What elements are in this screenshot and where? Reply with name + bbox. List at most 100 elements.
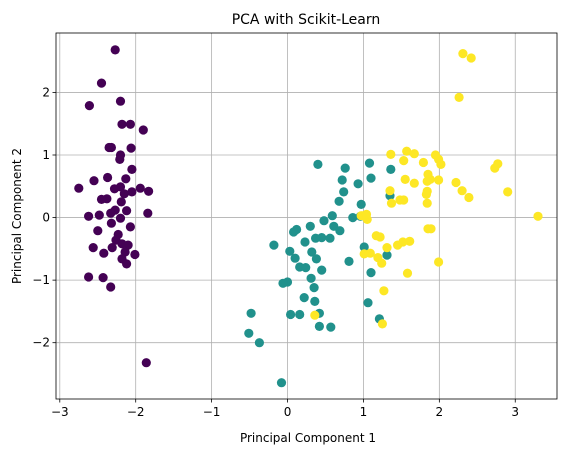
x-axis-ticks: −3 −2 −1 0 1 2 3 xyxy=(51,399,519,419)
scatter-point-cluster-2 xyxy=(310,310,320,320)
scatter-point-cluster-1 xyxy=(326,322,336,332)
scatter-point-cluster-0 xyxy=(115,96,126,106)
scatter-point-cluster-2 xyxy=(393,240,403,250)
scatter-point-cluster-0 xyxy=(125,119,135,129)
scatter-point-cluster-0 xyxy=(96,78,107,88)
scatter-point-cluster-2 xyxy=(451,177,461,188)
scatter-point-cluster-0 xyxy=(144,186,154,196)
scatter-point-cluster-1 xyxy=(299,293,309,303)
scatter-point-cluster-2 xyxy=(457,186,467,196)
scatter-point-cluster-2 xyxy=(377,258,387,268)
scatter-point-cluster-1 xyxy=(246,308,256,318)
scatter-point-cluster-0 xyxy=(116,197,126,207)
scatter-point-cluster-1 xyxy=(295,309,305,320)
x-tick-label: 1 xyxy=(360,405,368,419)
scatter-point-cluster-0 xyxy=(125,222,135,232)
scatter-point-cluster-1 xyxy=(278,278,288,288)
scatter-point-cluster-1 xyxy=(311,233,321,243)
scatter-point-cluster-1 xyxy=(335,226,345,236)
scatter-point-cluster-0 xyxy=(84,101,94,111)
scatter-point-cluster-0 xyxy=(104,142,114,153)
scatter-point-cluster-2 xyxy=(421,189,431,199)
scatter-point-cluster-0 xyxy=(122,206,132,216)
scatter-point-cluster-1 xyxy=(356,199,366,209)
scatter-point-cluster-1 xyxy=(317,265,327,275)
scatter-point-cluster-0 xyxy=(138,125,148,135)
scatter-point-cluster-1 xyxy=(340,163,350,173)
scatter-point-cluster-0 xyxy=(88,243,98,253)
scatter-point-cluster-0 xyxy=(94,210,104,220)
scatter-point-cluster-0 xyxy=(74,183,84,193)
scatter-point-cluster-0 xyxy=(141,358,151,368)
scatter-point-cluster-1 xyxy=(313,159,323,169)
scatter-point-cluster-2 xyxy=(434,257,444,267)
x-tick-label: 0 xyxy=(284,405,292,419)
scatter-point-cluster-0 xyxy=(135,183,145,193)
scatter-point-cluster-1 xyxy=(314,321,324,331)
scatter-point-cluster-2 xyxy=(402,268,413,278)
scatter-point-cluster-0 xyxy=(84,272,94,282)
scatter-point-cluster-1 xyxy=(306,273,316,283)
y-tick-label: −1 xyxy=(32,273,50,287)
scatter-point-cluster-0 xyxy=(120,247,130,257)
scatter-point-cluster-1 xyxy=(325,233,335,243)
scatter-point-cluster-2 xyxy=(361,209,372,219)
scatter-point-cluster-1 xyxy=(363,298,373,308)
scatter-point-cluster-0 xyxy=(84,211,94,221)
scatter-point-cluster-1 xyxy=(309,283,319,293)
scatter-point-cluster-2 xyxy=(375,232,385,242)
scatter-point-cluster-1 xyxy=(386,164,396,174)
scatter-point-cluster-2 xyxy=(434,175,444,185)
scatter-point-cluster-1 xyxy=(382,250,392,260)
scatter-point-cluster-1 xyxy=(311,254,321,264)
scatter-point-cluster-1 xyxy=(307,247,317,257)
scatter-point-cluster-2 xyxy=(386,149,396,159)
scatter-point-cluster-0 xyxy=(115,154,125,164)
scatter-point-cluster-1 xyxy=(359,242,369,252)
x-axis-label: Principal Component 1 xyxy=(240,431,376,445)
scatter-point-cluster-1 xyxy=(289,227,299,237)
scatter-point-cluster-0 xyxy=(127,187,137,197)
scatter-point-cluster-1 xyxy=(327,211,337,221)
scatter-point-cluster-0 xyxy=(123,240,133,250)
scatter-point-cluster-1 xyxy=(334,196,344,206)
scatter-point-cluster-0 xyxy=(121,174,131,184)
y-tick-label: −2 xyxy=(32,336,50,350)
plot-frame xyxy=(55,32,558,400)
scatter-point-cluster-2 xyxy=(533,211,543,221)
scatter-point-cluster-0 xyxy=(143,208,153,218)
x-tick-label: −1 xyxy=(203,405,221,419)
scatter-point-cluster-2 xyxy=(454,92,464,102)
x-tick-label: 3 xyxy=(511,405,519,419)
scatter-point-cluster-2 xyxy=(422,198,432,208)
scatter-point-cluster-2 xyxy=(377,319,387,329)
y-tick-label: 0 xyxy=(42,211,50,225)
scatter-point-cluster-2 xyxy=(379,286,389,296)
scatter-point-cluster-1 xyxy=(290,253,300,263)
scatter-point-cluster-0 xyxy=(107,243,117,253)
scatter-point-cluster-1 xyxy=(337,175,347,185)
scatter-point-cluster-2 xyxy=(466,53,476,63)
scatter-point-cluster-1 xyxy=(344,256,354,266)
scatter-point-cluster-0 xyxy=(126,143,136,153)
scatter-point-cluster-1 xyxy=(366,173,376,183)
scatter-point-cluster-0 xyxy=(106,218,116,228)
scatter-point-cluster-1 xyxy=(285,246,295,256)
scatter-point-cluster-2 xyxy=(423,224,433,234)
scatter-point-cluster-2 xyxy=(405,236,415,246)
scatter-point-cluster-2 xyxy=(400,174,410,184)
scatter-point-cluster-2 xyxy=(490,163,500,173)
scatter-point-cluster-1 xyxy=(305,221,315,231)
scatter-point-cluster-1 xyxy=(300,237,310,247)
scatter-point-cluster-2 xyxy=(382,243,392,253)
y-tick-label: 2 xyxy=(42,85,50,99)
chart-title: PCA with Scikit-Learn xyxy=(232,12,381,28)
scatter-point-cluster-0 xyxy=(130,249,140,260)
scatter-point-cluster-0 xyxy=(96,194,107,204)
scatter-point-cluster-1 xyxy=(310,296,320,306)
scatter-point-cluster-0 xyxy=(115,213,126,223)
scatter-point-cluster-1 xyxy=(366,268,376,278)
scatter-point-cluster-0 xyxy=(93,226,103,236)
scatter-point-cluster-1 xyxy=(319,216,329,226)
scatter-point-cluster-0 xyxy=(89,176,99,186)
